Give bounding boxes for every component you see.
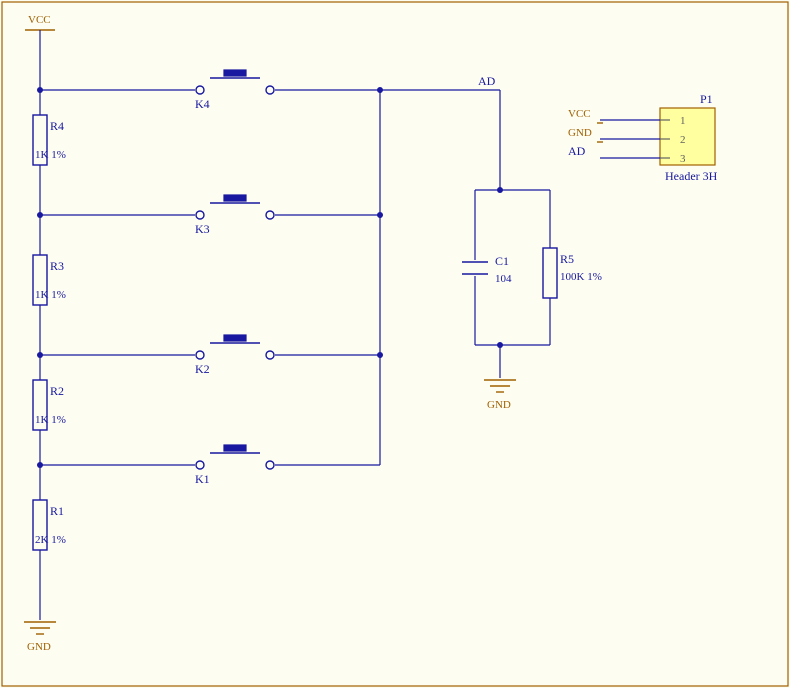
hdr-vcc-label: VCC <box>568 108 591 120</box>
k4-ref: K4 <box>195 97 210 111</box>
hdr-gnd-label: GND <box>568 127 592 139</box>
c1-value: 104 <box>495 273 512 285</box>
gnd-left-label: GND <box>27 641 51 653</box>
p1-pin2: 2 <box>680 134 686 146</box>
r4-ref: R4 <box>50 119 64 133</box>
r5-value: 100K 1% <box>560 271 602 283</box>
r2-ref: R2 <box>50 384 64 398</box>
r1-ref: R1 <box>50 504 64 518</box>
p1-desc: Header 3H <box>665 169 718 183</box>
p1-pin3: 3 <box>680 153 686 165</box>
p1-pin1: 1 <box>680 115 686 127</box>
r3-value: 1K 1% <box>35 289 66 301</box>
r1-value: 2K 1% <box>35 534 66 546</box>
gnd-mid-label: GND <box>487 399 511 411</box>
r4-value: 1K 1% <box>35 149 66 161</box>
r5-ref: R5 <box>560 252 574 266</box>
net-label-ad: AD <box>478 74 496 88</box>
c1-ref: C1 <box>495 254 509 268</box>
k1-ref: K1 <box>195 472 210 486</box>
r3-ref: R3 <box>50 259 64 273</box>
p1-ref: P1 <box>700 92 713 106</box>
vcc-label: VCC <box>28 14 51 26</box>
k2-ref: K2 <box>195 362 210 376</box>
r2-value: 1K 1% <box>35 414 66 426</box>
k3-ref: K3 <box>195 222 210 236</box>
hdr-ad-label: AD <box>568 144 586 158</box>
